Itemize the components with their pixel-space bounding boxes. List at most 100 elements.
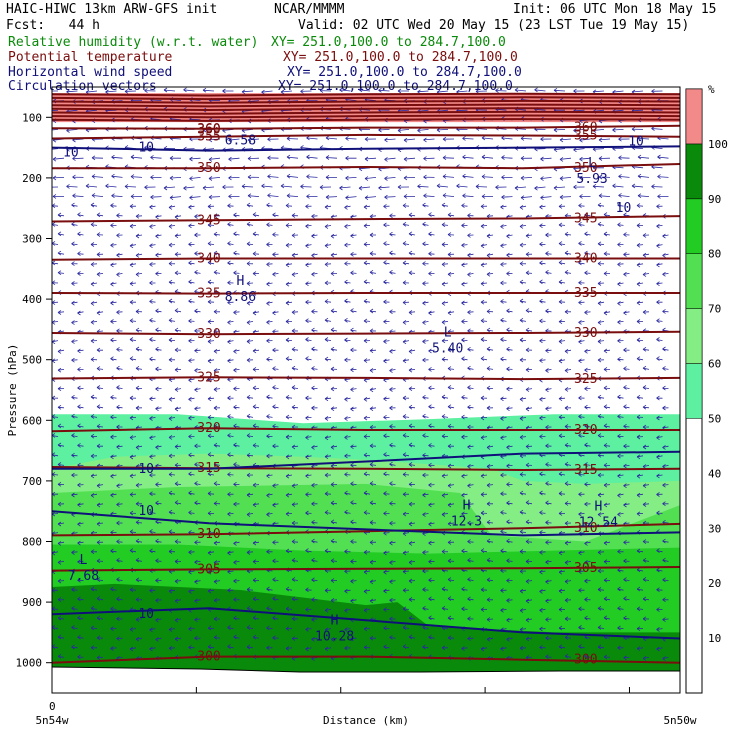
vector-arrow — [558, 625, 566, 631]
theta-contour-320 — [52, 427, 680, 433]
vector-arrow — [363, 279, 371, 285]
vector-arrow — [656, 435, 663, 441]
vector-arrow — [285, 203, 293, 208]
vector-arrow — [636, 319, 644, 324]
vector-arrow — [618, 193, 630, 198]
vector-arrow — [194, 617, 201, 623]
vector-arrow — [344, 205, 351, 210]
vector-arrow — [617, 281, 624, 287]
vector-arrow — [285, 394, 293, 400]
vector-arrow — [461, 281, 468, 287]
vector-arrow — [246, 512, 254, 517]
vector-arrow — [564, 269, 572, 275]
vector-arrow — [213, 560, 221, 565]
vector-arrow — [617, 338, 624, 344]
vector-arrow — [350, 598, 357, 604]
vector-arrow — [213, 442, 221, 448]
vector-arrow — [233, 349, 240, 354]
vector-arrow — [519, 298, 527, 304]
vector-arrow — [501, 135, 513, 141]
vector-arrow — [155, 578, 162, 583]
vector-arrow — [272, 232, 279, 237]
vector-arrow — [266, 433, 273, 439]
vector-arrow — [90, 242, 98, 247]
x-axis: 0 5n54w 5n50w Distance (km) — [35, 687, 697, 727]
extremum-marker: L — [444, 326, 452, 341]
vector-arrow — [135, 501, 142, 507]
vector-arrow — [597, 644, 605, 650]
vector-arrow — [617, 202, 624, 208]
terrain-mask — [52, 667, 680, 693]
vector-arrow — [129, 299, 136, 305]
vector-arrow — [174, 347, 182, 353]
vector-arrow — [389, 540, 396, 546]
vector-arrow — [539, 471, 546, 477]
vector-arrow — [116, 252, 123, 258]
vector-arrow — [369, 443, 377, 449]
vector-arrow — [378, 127, 390, 133]
vector-arrow — [441, 202, 449, 208]
vector-arrow — [486, 253, 494, 258]
vector-arrow — [213, 598, 221, 603]
vector-arrow — [188, 396, 195, 402]
vector-arrow — [486, 233, 494, 239]
vector-arrow — [207, 319, 215, 325]
vector-arrow — [208, 176, 221, 181]
vector-arrow — [57, 310, 65, 315]
vector-arrow — [558, 299, 566, 305]
vector-arrow — [545, 635, 552, 641]
vector-arrow — [305, 510, 312, 516]
vector-arrow — [280, 183, 293, 189]
vector-arrow — [403, 175, 416, 181]
vector-arrow — [584, 541, 591, 546]
theta-label-right: 350 — [574, 161, 597, 176]
vector-arrow — [155, 386, 162, 392]
vector-arrow — [389, 250, 396, 256]
vector-arrow — [155, 233, 162, 239]
vector-arrow — [252, 231, 260, 237]
vector-arrow — [116, 424, 123, 430]
vector-arrow — [174, 214, 182, 220]
vector-arrow — [71, 644, 78, 650]
vector-arrow — [90, 453, 98, 459]
vector-arrow — [383, 452, 390, 457]
vector-arrow — [272, 271, 279, 277]
vector-arrow — [207, 510, 215, 516]
theta-label-right: 320 — [574, 423, 597, 438]
vector-arrow — [207, 452, 215, 457]
vector-arrow — [657, 174, 669, 179]
vector-arrow — [578, 491, 585, 497]
vector-arrow — [311, 271, 318, 277]
speed-contour — [52, 450, 680, 470]
vector-arrow — [116, 272, 123, 277]
vector-arrow — [603, 231, 611, 237]
vector-arrow — [402, 452, 410, 458]
vector-arrow — [291, 252, 299, 258]
vector-arrow — [656, 627, 663, 632]
vector-arrow — [188, 260, 195, 266]
vector-arrow — [436, 183, 449, 189]
vector-arrow — [149, 243, 156, 249]
vector-arrow — [461, 414, 468, 420]
vector-arrow — [461, 434, 468, 440]
vector-arrow — [77, 271, 84, 276]
vector-arrow — [129, 587, 137, 593]
vector-arrow — [291, 385, 299, 390]
vector-arrow — [408, 423, 416, 429]
vector-arrow — [480, 587, 488, 593]
vector-arrow — [603, 654, 611, 660]
vector-arrow — [662, 617, 669, 622]
vector-arrow — [207, 491, 215, 496]
vector-arrow — [246, 281, 254, 286]
vector-arrow — [155, 366, 162, 372]
vector-arrow — [545, 308, 552, 314]
vector-arrow — [384, 137, 396, 143]
vector-arrow — [389, 520, 396, 526]
vector-arrow — [305, 204, 312, 209]
vector-arrow — [188, 471, 195, 477]
vector-arrow — [188, 645, 195, 650]
vector-arrow — [584, 462, 591, 467]
field-label-theta: Potential temperature — [8, 50, 173, 65]
vector-arrow — [306, 174, 318, 179]
vector-arrow — [344, 298, 351, 304]
